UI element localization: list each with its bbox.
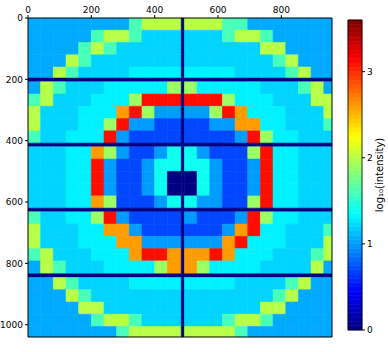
svg-text:800: 800 xyxy=(6,259,23,269)
svg-text:600: 600 xyxy=(209,5,226,15)
svg-text:0: 0 xyxy=(17,13,23,23)
svg-text:log₁₀(intensity): log₁₀(intensity) xyxy=(374,138,385,213)
svg-text:0: 0 xyxy=(367,325,373,335)
svg-text:0: 0 xyxy=(25,5,31,15)
svg-text:400: 400 xyxy=(146,5,163,15)
svg-text:600: 600 xyxy=(6,197,23,207)
svg-text:2: 2 xyxy=(367,153,373,163)
svg-text:1000: 1000 xyxy=(0,320,23,330)
svg-text:200: 200 xyxy=(6,75,23,85)
svg-text:200: 200 xyxy=(83,5,100,15)
svg-text:400: 400 xyxy=(6,136,23,146)
svg-text:3: 3 xyxy=(367,67,373,77)
svg-text:1: 1 xyxy=(367,239,373,249)
svg-text:800: 800 xyxy=(273,5,290,15)
